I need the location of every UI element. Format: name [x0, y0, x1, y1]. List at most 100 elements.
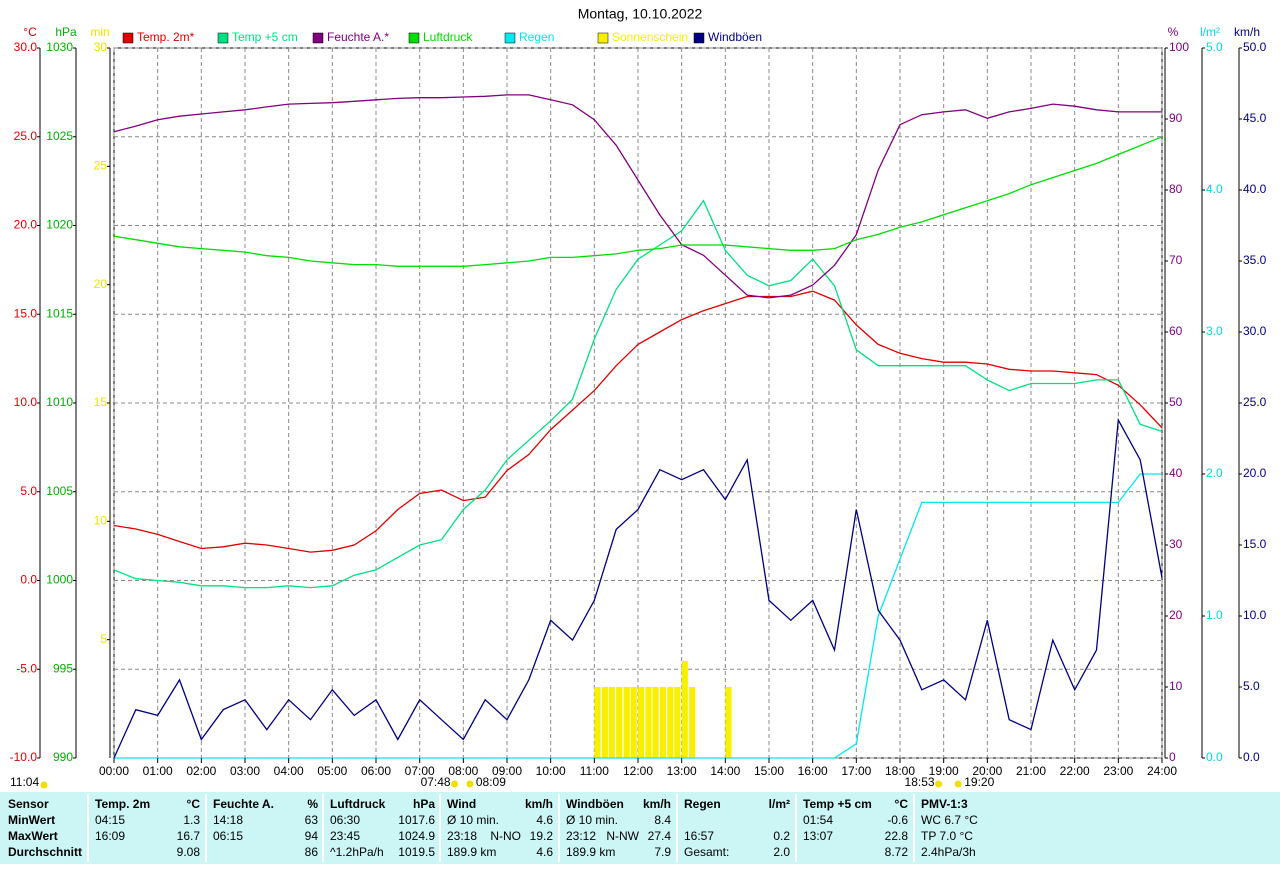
table-cell: 06:15 [213, 829, 243, 843]
y-tick-label: 50 [1169, 395, 1183, 409]
table-cell: 06:30 [330, 813, 360, 827]
y-tick-label: 20.0 [14, 218, 38, 232]
table-cell: 7.9 [654, 845, 671, 859]
sun-icon [466, 780, 474, 788]
table-cell: 1017.6 [398, 813, 435, 827]
y-tick-label: 20 [1169, 608, 1183, 622]
y-tick-label: 1020 [46, 218, 73, 232]
y-axis-unit: min [90, 25, 109, 39]
x-tick-label: 00:00 [99, 764, 129, 778]
legend-label: Temp +5 cm [232, 30, 298, 44]
y-tick-label: 25.0 [1243, 395, 1267, 409]
table-cell: 23:18 [447, 829, 477, 843]
y-tick-label: 15.0 [1243, 537, 1267, 551]
x-tick-label: 12:00 [623, 764, 653, 778]
table-cell: Luftdruck [330, 797, 386, 811]
sun-time: 19:20 [964, 775, 994, 789]
y-tick-label: 1030 [46, 40, 73, 54]
table-cell: km/h [525, 797, 553, 811]
legend-label: Feuchte A.* [327, 30, 389, 44]
axes: 00:00 01:00 02:00 03:00 04:00 05:00 06:00 07:00… [10, 25, 1267, 778]
y-tick-label: 30 [1169, 537, 1183, 551]
sun-icon [451, 780, 459, 788]
y-tick-label: 0 [1169, 750, 1176, 764]
chart-title: Montag, 10.10.2022 [578, 6, 703, 22]
table-cell: Wind [447, 797, 476, 811]
table-cell: Temp +5 cm [803, 797, 872, 811]
table-cell: Sensor [8, 797, 49, 811]
x-tick-label: 10:00 [536, 764, 566, 778]
table-cell: 0.2 [773, 829, 790, 843]
legend-swatch [504, 32, 516, 44]
table-cell: % [307, 797, 318, 811]
x-tick-label: 09:00 [492, 764, 522, 778]
sunshine-bar [652, 687, 659, 758]
y-tick-label: 0.0 [1243, 750, 1260, 764]
y-tick-label: 100 [1169, 40, 1189, 54]
table-cell: Temp. 2m [95, 797, 150, 811]
sun-time: 08:09 [476, 775, 506, 789]
table-cell: 4.6 [536, 813, 553, 827]
table-cell: Ø 10 min. [447, 813, 499, 827]
series-line [113, 136, 1163, 267]
y-tick-label: 70 [1169, 253, 1183, 267]
y-tick-label: 4.0 [1206, 182, 1223, 196]
table-cell: 189.9 km [566, 845, 615, 859]
y-tick-label: 1025 [46, 129, 73, 143]
x-tick-label: 03:00 [230, 764, 260, 778]
sunshine-bar [594, 687, 601, 758]
sunshine-bar [659, 687, 667, 758]
sunshine-bar [667, 687, 674, 758]
y-tick-label: 30 [94, 40, 108, 54]
table-cell: Feuchte A. [213, 797, 274, 811]
y-tick-label: 10.0 [14, 395, 38, 409]
y-tick-label: 15.0 [14, 306, 38, 320]
y-tick-label: 1015 [46, 306, 73, 320]
y-tick-label: 30.0 [1243, 324, 1267, 338]
x-tick-label: 15:00 [754, 764, 784, 778]
series-line [113, 94, 1162, 299]
legend-label: Sonnenschein [612, 30, 688, 44]
y-axis-unit: °C [23, 25, 37, 39]
marks [113, 94, 1163, 759]
y-tick-label: 0.0 [20, 573, 37, 587]
y-tick-label: 45.0 [1243, 111, 1267, 125]
x-tick-label: 14:00 [710, 764, 740, 778]
y-tick-label: 5.0 [1243, 679, 1260, 693]
y-tick-label: 20 [94, 277, 108, 291]
table-cell: 19.2 [530, 829, 554, 843]
table-cell: 23:12 [566, 829, 596, 843]
table-cell: 14:18 [213, 813, 243, 827]
table-cell: 22.8 [885, 829, 909, 843]
sun-icon [954, 780, 962, 788]
x-tick-label: 17:00 [841, 764, 871, 778]
y-tick-label: 1000 [46, 573, 73, 587]
x-tick-label: 01:00 [143, 764, 173, 778]
x-tick-label: 06:00 [361, 764, 391, 778]
table-cell: PMV-1:3 [921, 797, 968, 811]
sun-time: 07:48 [421, 775, 451, 789]
y-tick-label: 1.0 [1206, 608, 1223, 622]
y-axis-unit: km/h [1234, 25, 1260, 39]
y-tick-label: 80 [1169, 182, 1183, 196]
x-tick-label: 19:00 [929, 764, 959, 778]
table-cell: 23:45 [330, 829, 360, 843]
table-cell: km/h [643, 797, 671, 811]
y-tick-label: 20.0 [1243, 466, 1267, 480]
table-cell: Ø 10 min. [566, 813, 618, 827]
legend-swatch [312, 32, 324, 44]
table-cell: N-NO [490, 829, 521, 843]
x-tick-label: 04:00 [274, 764, 304, 778]
x-tick-label: 23:00 [1103, 764, 1133, 778]
legend-label: Regen [519, 30, 554, 44]
x-tick-label: 02:00 [186, 764, 216, 778]
table-cell: Gesamt: [684, 845, 729, 859]
legend-label: Temp. 2m* [137, 30, 195, 44]
table-cell: Windböen [566, 797, 624, 811]
table-cell: 9.08 [177, 845, 201, 859]
y-tick-label: 990 [53, 750, 73, 764]
y-tick-label: 2.0 [1206, 466, 1223, 480]
legend-label: Luftdruck [423, 30, 473, 44]
